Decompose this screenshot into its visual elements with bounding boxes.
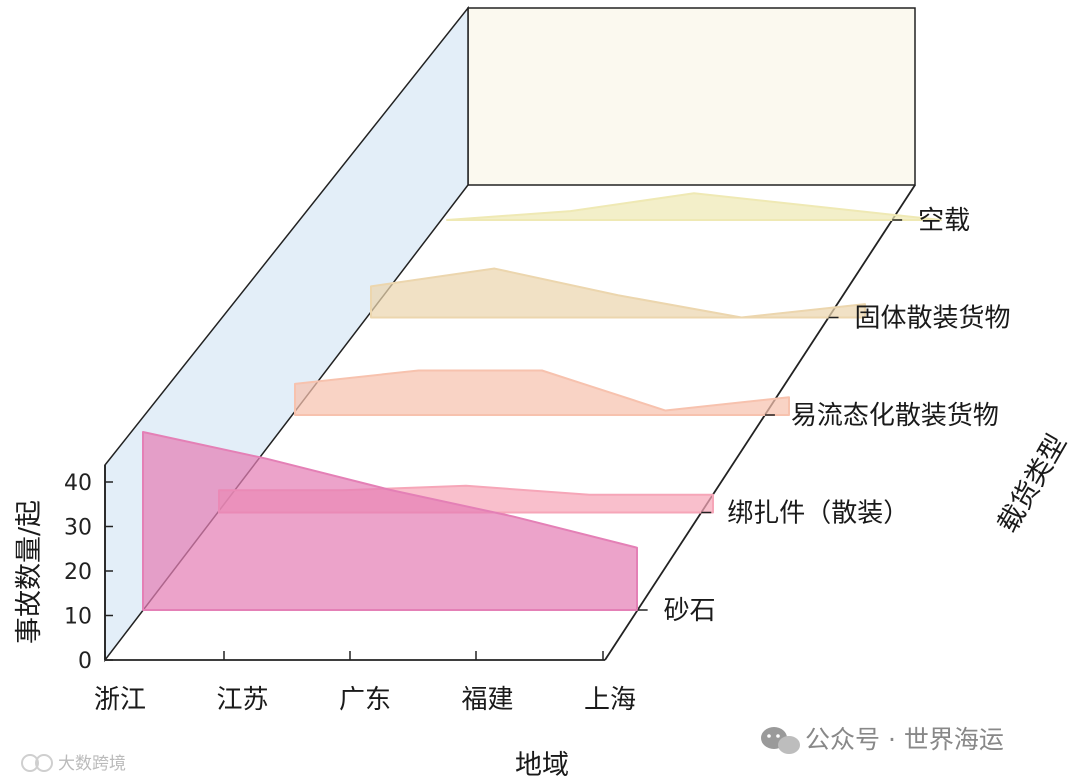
y-tick-label: 40 <box>64 471 92 496</box>
watermark-right: 公众号 · 世界海运 <box>805 725 1004 754</box>
wechat-icon <box>761 727 800 754</box>
z-tick-label: 空载 <box>918 206 970 236</box>
x-tick-label: 上海 <box>584 685 636 715</box>
y-tick-label: 30 <box>64 516 92 541</box>
x-axis-title: 地域 <box>515 750 569 781</box>
x-tick-label: 浙江 <box>94 685 146 715</box>
area-series-3 <box>370 267 866 319</box>
area-series-0 <box>142 431 638 611</box>
y-axis-title: 事故数量/起 <box>14 500 45 644</box>
watermark-logo-icon <box>21 754 53 772</box>
y-tick-label: 0 <box>78 649 92 674</box>
z-tick-label: 绑扎件（散装） <box>727 499 909 529</box>
area-series-2 <box>294 369 790 416</box>
x-tick-label: 广东 <box>339 685 391 715</box>
z-axis-title: 载货类型 <box>992 429 1073 538</box>
z-tick-label: 砂石 <box>664 596 716 626</box>
watermark-left: 大数跨境 <box>58 754 126 774</box>
area-series-4 <box>446 192 942 221</box>
x-tick-label: 福建 <box>461 685 513 715</box>
y-tick-label: 10 <box>64 605 92 630</box>
z-tick-label: 固体散装货物 <box>855 304 1011 334</box>
x-tick-label: 江苏 <box>216 685 268 715</box>
floor-right-edge <box>604 184 916 661</box>
y-tick-label: 20 <box>64 560 92 585</box>
back-wall <box>467 7 916 186</box>
z-tick-label: 易流态化散装货物 <box>791 401 999 431</box>
